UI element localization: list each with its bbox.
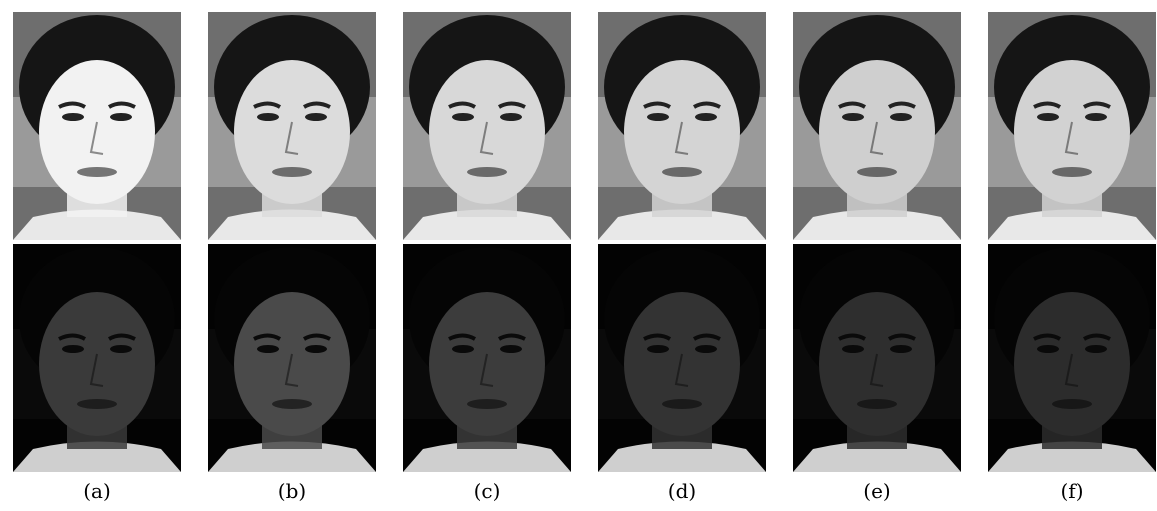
eye	[305, 113, 327, 121]
mouth	[662, 399, 702, 409]
eye	[110, 345, 132, 353]
eye	[62, 345, 84, 353]
panel-label: (e)	[863, 479, 890, 503]
face-image	[208, 12, 376, 240]
eye	[842, 113, 864, 121]
face-image	[988, 12, 1156, 240]
face	[1014, 292, 1130, 436]
face-image	[598, 244, 766, 472]
panel-label: (c)	[474, 479, 501, 503]
mouth	[77, 399, 117, 409]
face-image	[403, 12, 571, 240]
eye	[647, 345, 669, 353]
mouth	[857, 167, 897, 177]
eye	[647, 113, 669, 121]
eye	[110, 113, 132, 121]
face	[234, 60, 350, 204]
face-image	[598, 12, 766, 240]
mouth	[1052, 399, 1092, 409]
eye	[452, 113, 474, 121]
face-image	[13, 12, 181, 240]
mouth	[272, 167, 312, 177]
eye	[500, 345, 522, 353]
panel-label: (f)	[1060, 479, 1083, 503]
eye	[890, 113, 912, 121]
face	[234, 292, 350, 436]
face	[429, 60, 545, 204]
face	[624, 292, 740, 436]
mouth	[857, 399, 897, 409]
eye	[62, 113, 84, 121]
face-image	[403, 244, 571, 472]
eye	[1085, 113, 1107, 121]
eye	[695, 345, 717, 353]
face-image	[793, 12, 961, 240]
face-image	[13, 244, 181, 472]
face	[39, 292, 155, 436]
eye	[695, 113, 717, 121]
face	[1014, 60, 1130, 204]
eye	[257, 345, 279, 353]
mouth	[467, 167, 507, 177]
face-image	[208, 244, 376, 472]
eye	[452, 345, 474, 353]
eye	[500, 113, 522, 121]
mouth	[662, 167, 702, 177]
mouth	[77, 167, 117, 177]
panel-label: (b)	[278, 479, 306, 503]
panel-label: (d)	[668, 479, 696, 503]
eye	[1037, 113, 1059, 121]
eye	[890, 345, 912, 353]
figure: (a) (b) (c) (d) (e) (f)	[0, 0, 1157, 511]
eye	[257, 113, 279, 121]
face-image	[793, 244, 961, 472]
panel-label: (a)	[83, 479, 111, 503]
eye	[1085, 345, 1107, 353]
face	[624, 60, 740, 204]
mouth	[1052, 167, 1092, 177]
eye	[1037, 345, 1059, 353]
face-image	[988, 244, 1156, 472]
face	[819, 292, 935, 436]
face	[39, 60, 155, 204]
eye	[305, 345, 327, 353]
eye	[842, 345, 864, 353]
mouth	[272, 399, 312, 409]
face	[429, 292, 545, 436]
face	[819, 60, 935, 204]
mouth	[467, 399, 507, 409]
